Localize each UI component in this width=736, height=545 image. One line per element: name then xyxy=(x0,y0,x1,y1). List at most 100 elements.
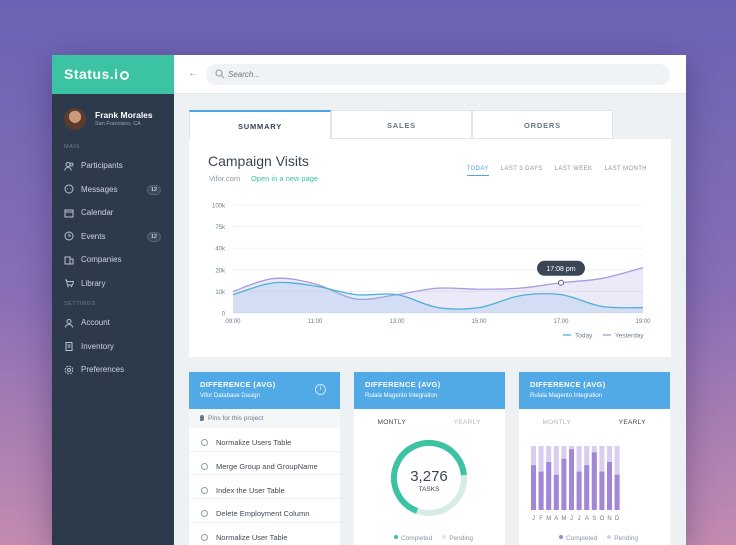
campaign-card: Campaign Visits Vifor.com · Open in a ne… xyxy=(189,139,671,357)
task-item[interactable]: Normalize Users Table xyxy=(189,428,340,452)
sidebar-item-label: Library xyxy=(81,278,106,288)
bar-completed xyxy=(538,471,544,510)
cart-icon xyxy=(65,279,74,288)
sidebar-item-messages[interactable]: Messages 12 xyxy=(52,178,174,202)
sidebar-item-preferences[interactable]: Preferences xyxy=(52,358,174,382)
site-name: Vifor.com xyxy=(209,174,241,183)
bar-completed xyxy=(569,449,574,510)
task-item[interactable]: Delete Employment Column xyxy=(189,499,340,523)
radio-circle-icon[interactable] xyxy=(201,486,208,494)
info-icon[interactable]: i xyxy=(315,384,326,395)
tab-summary[interactable]: SUMMARY xyxy=(189,110,331,140)
search-icon xyxy=(215,69,225,79)
sidebar-item-label: Inventory xyxy=(81,341,114,351)
panel-subtitle: Vifor Database Dasign xyxy=(200,393,260,399)
completed-dot-icon xyxy=(393,535,398,539)
tab-yearly[interactable]: YEARLY xyxy=(618,419,646,426)
month-label: M xyxy=(561,516,566,522)
legend-pending: Pending xyxy=(614,535,639,542)
sidebar-item-account[interactable]: Account xyxy=(52,311,174,335)
task-item[interactable]: Index the User Table xyxy=(189,475,340,500)
tab-sales[interactable]: SALES xyxy=(331,110,472,139)
bar-completed xyxy=(591,452,597,510)
pins-header: Pins for this project xyxy=(189,409,340,428)
month-label: A xyxy=(554,516,558,522)
campaign-title: Campaign Visits xyxy=(208,153,309,169)
x-tick-label: 15:00 xyxy=(471,319,487,325)
main-tabs: SUMMARY SALES ORDERS xyxy=(189,110,613,140)
month-label: A xyxy=(585,516,589,522)
task-item[interactable]: Normalize User Table xyxy=(189,523,340,545)
tooltip-point[interactable] xyxy=(558,279,564,286)
tab-monthly[interactable]: MONTLY xyxy=(377,419,406,426)
sidebar-item-library[interactable]: Library xyxy=(52,272,174,296)
top-bar: ← xyxy=(174,55,686,94)
logo-o-icon xyxy=(119,70,129,80)
month-label: M xyxy=(546,516,551,522)
bar-completed xyxy=(561,458,567,510)
filter-last-week[interactable]: LAST WEEK xyxy=(554,166,593,172)
bar-completed xyxy=(576,471,582,510)
panel-header: DIFFERENCE (AVG) Vifor Database Dasign i xyxy=(189,372,340,409)
area-today xyxy=(233,282,643,313)
chat-icon xyxy=(64,184,74,194)
clipboard-icon xyxy=(65,342,73,352)
x-tick-label: 09:00 xyxy=(225,319,241,325)
legend-label: Yesterday xyxy=(615,333,644,340)
y-tick-label: 100k xyxy=(212,204,226,210)
tab-monthly[interactable]: MONTLY xyxy=(542,419,571,426)
month-label: O xyxy=(600,516,605,522)
user-location: San Francisco, CA xyxy=(95,121,141,127)
legend-pending: Pending xyxy=(449,535,474,542)
filter-today[interactable]: TODAY xyxy=(466,166,489,176)
dashboard-window: Status.i Frank Morales San Francisco, CA… xyxy=(52,55,686,545)
donut-unit: TASKS xyxy=(419,486,440,493)
filter-last-3-days[interactable]: LAST 3 DAYS xyxy=(500,166,543,172)
sidebar-item-calendar[interactable]: Calendar xyxy=(52,201,174,225)
panel-tasks-donut: DIFFERENCE (AVG) Rulala Magento Integrat… xyxy=(354,372,505,545)
month-label: N xyxy=(607,516,611,522)
task-label: Normalize User Table xyxy=(216,533,288,543)
line-yesterday xyxy=(232,267,644,301)
filter-last-month[interactable]: LAST MONTH xyxy=(604,166,647,172)
bar-completed xyxy=(546,462,552,510)
x-tick-label: 13:00 xyxy=(389,319,405,325)
radio-circle-icon[interactable] xyxy=(201,510,208,518)
app-logo[interactable]: Status.i xyxy=(52,55,174,94)
y-tick-label: 75k xyxy=(215,225,226,231)
search-input[interactable] xyxy=(228,67,648,82)
tab-orders[interactable]: ORDERS xyxy=(472,110,613,139)
radio-circle-icon[interactable] xyxy=(201,463,208,471)
sidebar-item-participants[interactable]: Participants xyxy=(52,154,174,178)
panel-yearly-bars: DIFFERENCE (AVG) Rulala Magento Integrat… xyxy=(519,372,670,545)
month-label: D xyxy=(615,516,620,522)
x-tick-label: 17:00 xyxy=(553,319,569,325)
pending-dot-icon xyxy=(442,535,447,539)
panel-subtitle: Rulala Magento Integration xyxy=(530,393,603,399)
back-arrow-icon[interactable]: ← xyxy=(188,68,198,79)
month-label: J xyxy=(578,516,581,522)
radio-circle-icon[interactable] xyxy=(201,439,208,447)
search-bar[interactable] xyxy=(206,64,670,85)
sidebar-item-label: Messages xyxy=(81,184,118,194)
task-item[interactable]: Merge Group and GroupName xyxy=(189,452,340,476)
radio-circle-icon[interactable] xyxy=(201,534,208,542)
visits-area-chart: 100k 75k 40k 20k 10k 009:00 11:00 13:00 15:00 17:… xyxy=(212,204,651,340)
sidebar-item-label: Calendar xyxy=(81,208,114,218)
avatar[interactable] xyxy=(64,108,86,130)
open-new-page-link[interactable]: Open in a new page xyxy=(250,174,319,183)
sidebar-item-label: Events xyxy=(81,231,106,241)
sidebar-item-inventory[interactable]: Inventory xyxy=(52,335,174,359)
user-profile[interactable]: Frank Morales San Francisco, CA xyxy=(52,106,174,146)
user-icon xyxy=(65,318,73,328)
panel-subtitle: Rulala Magento Integration xyxy=(365,393,438,399)
donut-legend: Completed Pending xyxy=(354,535,505,542)
tab-yearly[interactable]: YEARLY xyxy=(453,419,481,426)
sidebar-item-label: Participants xyxy=(81,161,123,171)
users-icon xyxy=(64,161,74,171)
task-label: Delete Employment Column xyxy=(216,509,310,519)
sidebar-item-events[interactable]: Events 12 xyxy=(52,225,174,249)
sidebar-item-companies[interactable]: Companies xyxy=(52,248,174,272)
